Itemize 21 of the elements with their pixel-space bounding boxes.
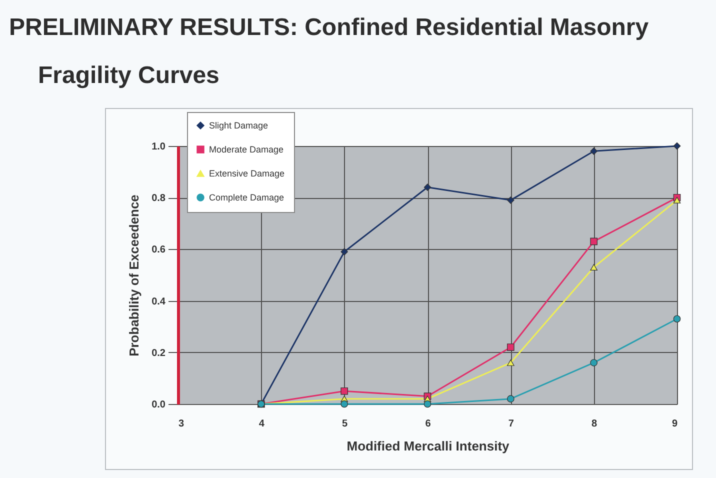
- x-tick-label: 5: [342, 418, 348, 430]
- chart-title: PRELIMINARY RESULTS: Confined Residential Masonry: [9, 14, 649, 42]
- legend-label: Moderate Damage: [209, 144, 284, 154]
- y-tick-label: 0.8: [152, 193, 166, 204]
- y-tick-label: 0.0: [152, 400, 166, 410]
- y-tick-label: 1.0: [152, 142, 166, 152]
- x-tick-label: 3: [178, 418, 184, 430]
- y-axis-title: Probability of Exceedence: [126, 194, 142, 356]
- y-tick-label: 0.4: [152, 296, 166, 308]
- legend-label: Extensive Damage: [209, 168, 285, 178]
- x-axis-title: Modified Mercalli Intensity: [346, 438, 510, 454]
- x-tick-label: 9: [672, 418, 678, 430]
- x-tick-label: 4: [258, 418, 265, 430]
- x-tick-label: 7: [508, 418, 514, 430]
- legend-label: Complete Damage: [209, 192, 284, 202]
- x-tick-label: 6: [425, 418, 432, 430]
- chart-subtitle: Fragility Curves: [38, 62, 220, 90]
- legend-label: Slight Damage: [209, 120, 268, 130]
- y-tick-label: 0.6: [152, 244, 166, 256]
- x-tick-label: 8: [592, 418, 598, 430]
- y-tick-label: 0.2: [152, 348, 166, 359]
